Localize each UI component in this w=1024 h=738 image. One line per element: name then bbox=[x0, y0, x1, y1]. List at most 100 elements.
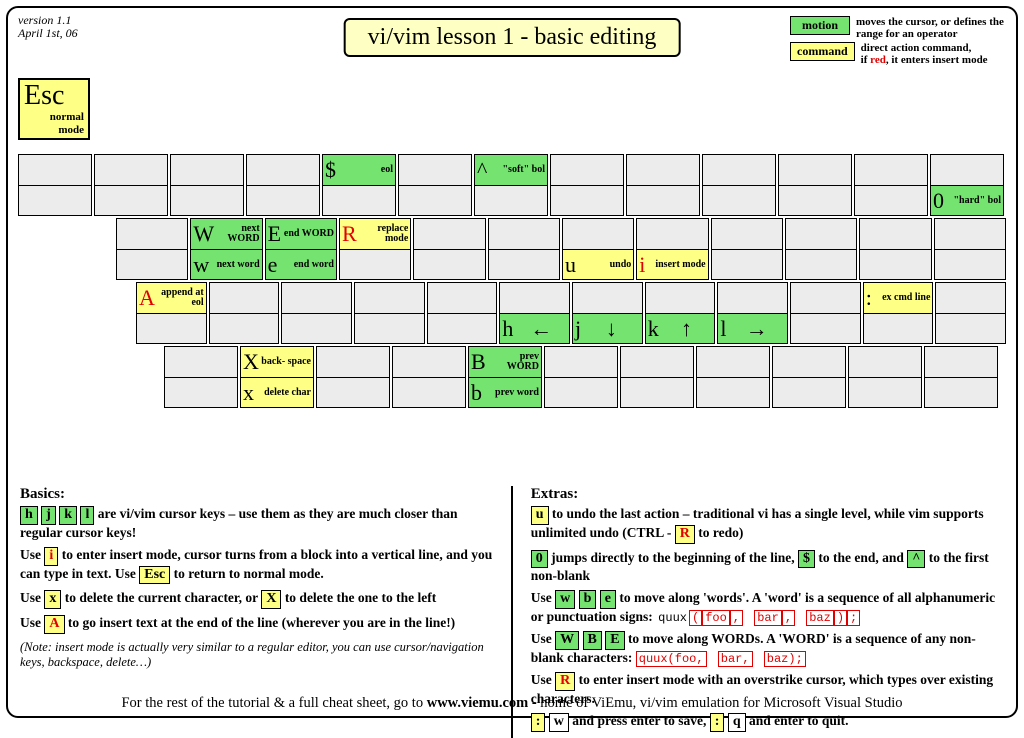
blank-half bbox=[323, 185, 395, 215]
chip-R: R bbox=[675, 525, 695, 544]
key: Xback- spacexdelete char bbox=[240, 346, 314, 408]
key-desc: ex cmd line bbox=[874, 293, 931, 303]
key bbox=[316, 346, 390, 408]
arrow-icon: → bbox=[729, 318, 786, 340]
key-k: k↑ bbox=[646, 313, 715, 343]
key-^: ^"soft" bol bbox=[475, 155, 547, 185]
blank-half bbox=[779, 155, 851, 185]
blank-half bbox=[165, 347, 237, 377]
blank-half bbox=[563, 219, 633, 249]
key-W: Wnext WORD bbox=[191, 219, 261, 249]
blank-half bbox=[282, 283, 351, 313]
blank-half bbox=[282, 313, 351, 343]
code-token: baz); bbox=[764, 651, 806, 667]
key: ^"soft" bol bbox=[474, 154, 548, 216]
blank-half bbox=[786, 249, 856, 279]
date-line: April 1st, 06 bbox=[18, 27, 78, 40]
key-letter: e bbox=[268, 255, 278, 275]
key-desc: next WORD bbox=[216, 224, 260, 244]
chip-0: 0 bbox=[531, 550, 548, 569]
blank-half bbox=[573, 283, 642, 313]
key: Rreplace mode bbox=[339, 218, 411, 280]
key bbox=[859, 218, 931, 280]
blank-half bbox=[773, 347, 845, 377]
key bbox=[785, 218, 857, 280]
blank-half bbox=[117, 219, 187, 249]
blank-half bbox=[340, 249, 410, 279]
esc-label: Esc bbox=[24, 82, 84, 110]
key: Wnext WORD wnext word bbox=[190, 218, 262, 280]
code-token: bar, bbox=[718, 651, 753, 667]
key: $eol bbox=[322, 154, 396, 216]
chip-j: j bbox=[41, 506, 56, 525]
blank-half bbox=[773, 377, 845, 407]
key bbox=[281, 282, 352, 344]
blank-half bbox=[355, 313, 424, 343]
key bbox=[550, 154, 624, 216]
key bbox=[398, 154, 472, 216]
footer: For the rest of the tutorial & a full ch… bbox=[8, 695, 1016, 712]
blank-half bbox=[786, 219, 856, 249]
blank-half bbox=[791, 283, 860, 313]
key-l: l→ bbox=[718, 313, 787, 343]
chip-E2: E bbox=[605, 631, 624, 650]
key-letter: B bbox=[471, 352, 486, 372]
blank-half bbox=[95, 155, 167, 185]
key-desc: eol bbox=[338, 165, 393, 175]
blank-half bbox=[712, 219, 782, 249]
key bbox=[626, 154, 700, 216]
blank-half bbox=[393, 377, 465, 407]
key-desc: delete char bbox=[256, 388, 311, 398]
blank-half bbox=[855, 185, 927, 215]
key bbox=[544, 346, 618, 408]
key bbox=[488, 218, 560, 280]
key-letter: l bbox=[720, 319, 726, 339]
key-0: 0"hard" bol bbox=[931, 185, 1003, 215]
chip-esc: Esc bbox=[139, 566, 170, 585]
key-B: Bprev WORD bbox=[469, 347, 541, 377]
esc-key: Esc normal mode bbox=[18, 78, 90, 140]
key bbox=[620, 346, 694, 408]
blank-half bbox=[247, 185, 319, 215]
key-desc: "hard" bol bbox=[946, 196, 1001, 206]
key-j: j↓ bbox=[573, 313, 642, 343]
version-block: version 1.1 April 1st, 06 bbox=[18, 14, 78, 40]
blank-half bbox=[931, 155, 1003, 185]
chip-colon1: : bbox=[531, 713, 546, 732]
blank-half bbox=[500, 283, 569, 313]
blank-half bbox=[718, 283, 787, 313]
basics-heading: Basics: bbox=[20, 486, 493, 503]
key bbox=[711, 218, 783, 280]
key-letter: R bbox=[342, 224, 357, 244]
key bbox=[413, 218, 485, 280]
page-title: vi/vim lesson 1 - basic editing bbox=[344, 18, 681, 57]
chip-k: k bbox=[59, 506, 77, 525]
key: k↑ bbox=[645, 282, 716, 344]
key-desc: "soft" bol bbox=[489, 165, 545, 175]
key-desc: insert mode bbox=[647, 260, 705, 270]
key bbox=[116, 218, 188, 280]
key-$: $eol bbox=[323, 155, 395, 185]
legend-command-chip: command bbox=[790, 42, 855, 61]
chip-X: X bbox=[261, 590, 281, 609]
key-letter: u bbox=[565, 255, 576, 275]
chip-dollar: $ bbox=[798, 550, 815, 569]
key: h← bbox=[499, 282, 570, 344]
blank-half bbox=[95, 185, 167, 215]
code-token: ( bbox=[689, 610, 702, 626]
key bbox=[209, 282, 280, 344]
key-letter: w bbox=[193, 255, 209, 275]
blank-half bbox=[355, 283, 424, 313]
key: Aappend at eol bbox=[136, 282, 207, 344]
code-token: , bbox=[782, 610, 795, 626]
extras-p1: u to undo the last action – traditional … bbox=[531, 506, 1004, 544]
basics-note: (Note: insert mode is actually very simi… bbox=[20, 640, 493, 670]
legend-motion-chip: motion bbox=[790, 16, 850, 35]
blank-half bbox=[19, 155, 91, 185]
legend-motion-text: moves the cursor, or defines the range f… bbox=[856, 16, 1006, 40]
blank-half bbox=[117, 249, 187, 279]
key-desc: next word bbox=[211, 260, 259, 270]
key-:: :ex cmd line bbox=[864, 283, 933, 313]
legend-command-text: direct action command, if red, it enters… bbox=[861, 42, 988, 66]
chip-h: h bbox=[20, 506, 38, 525]
